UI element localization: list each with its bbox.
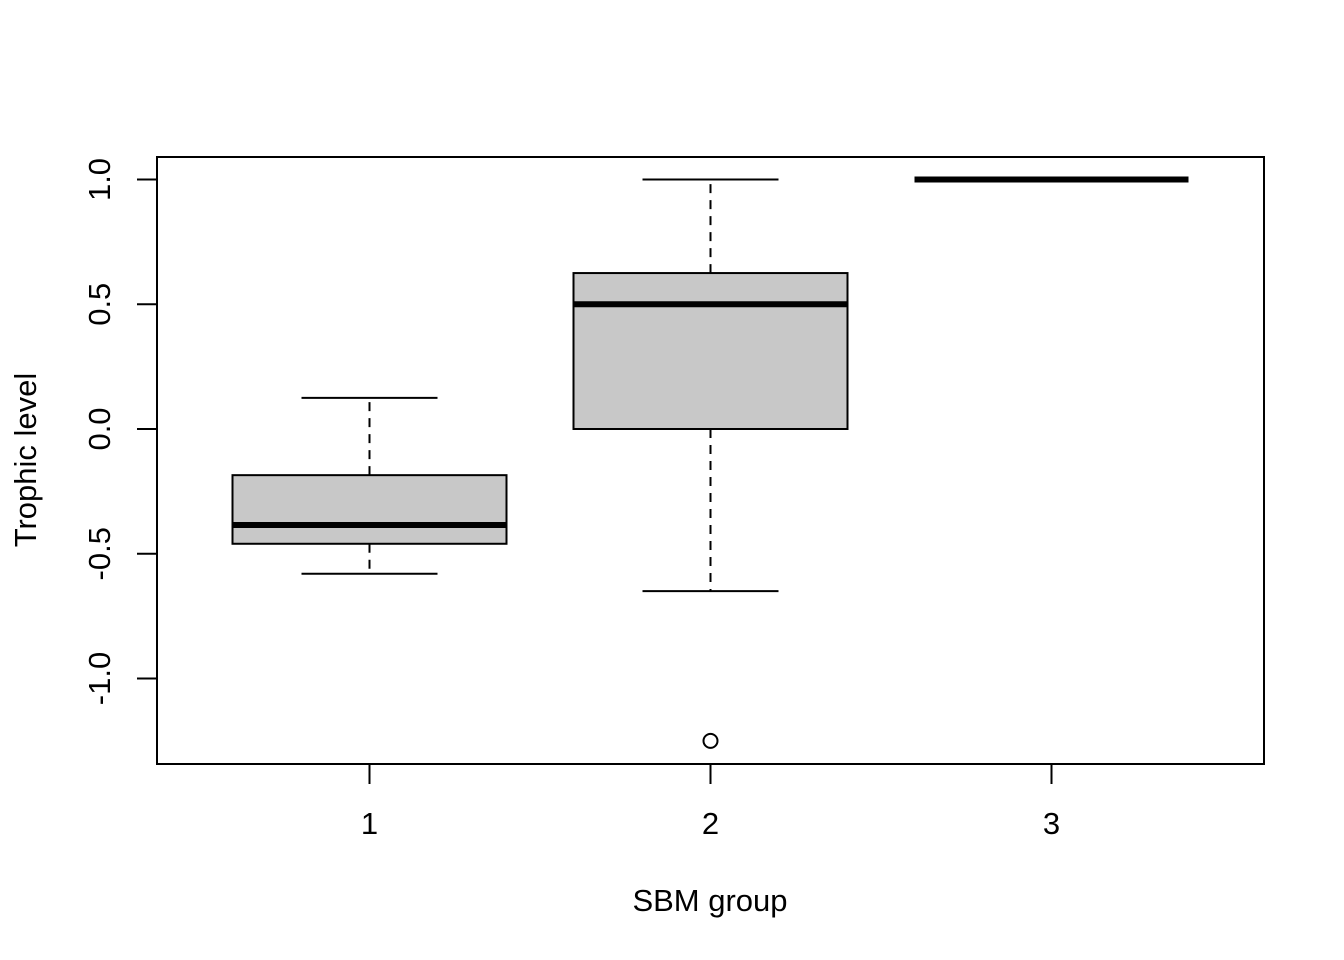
y-tick-label: -0.5 <box>82 527 117 580</box>
boxes-layer <box>231 176 1189 749</box>
box-group-2 <box>572 178 849 749</box>
y-tick-label: 0.0 <box>82 407 117 450</box>
x-tick-label: 3 <box>1043 806 1060 841</box>
x-axis: 1 2 3 <box>361 763 1060 841</box>
outlier-point <box>702 732 719 749</box>
box-iqr <box>231 474 508 545</box>
y-tick-label: 0.5 <box>82 283 117 326</box>
y-axis-title: Trophic level <box>8 373 43 548</box>
box-iqr <box>572 272 849 430</box>
y-tick-label: 1.0 <box>82 158 117 201</box>
x-tick-label: 2 <box>702 806 719 841</box>
x-axis-title: SBM group <box>632 883 787 918</box>
x-tick-label: 1 <box>361 806 378 841</box>
y-tick-label: -1.0 <box>82 652 117 705</box>
y-axis: -1.0 -0.5 0.0 0.5 1.0 <box>82 158 158 705</box>
box-group-1 <box>231 396 508 575</box>
